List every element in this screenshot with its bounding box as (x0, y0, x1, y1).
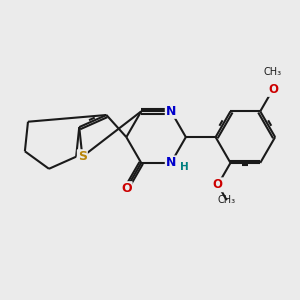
Text: S: S (78, 150, 87, 163)
Text: N: N (166, 156, 176, 170)
Text: O: O (268, 83, 278, 96)
Text: CH₃: CH₃ (264, 67, 282, 76)
Text: N: N (166, 105, 176, 118)
Text: O: O (121, 182, 132, 195)
Text: H: H (180, 162, 189, 172)
Text: O: O (213, 178, 223, 191)
Text: CH₃: CH₃ (218, 195, 236, 205)
